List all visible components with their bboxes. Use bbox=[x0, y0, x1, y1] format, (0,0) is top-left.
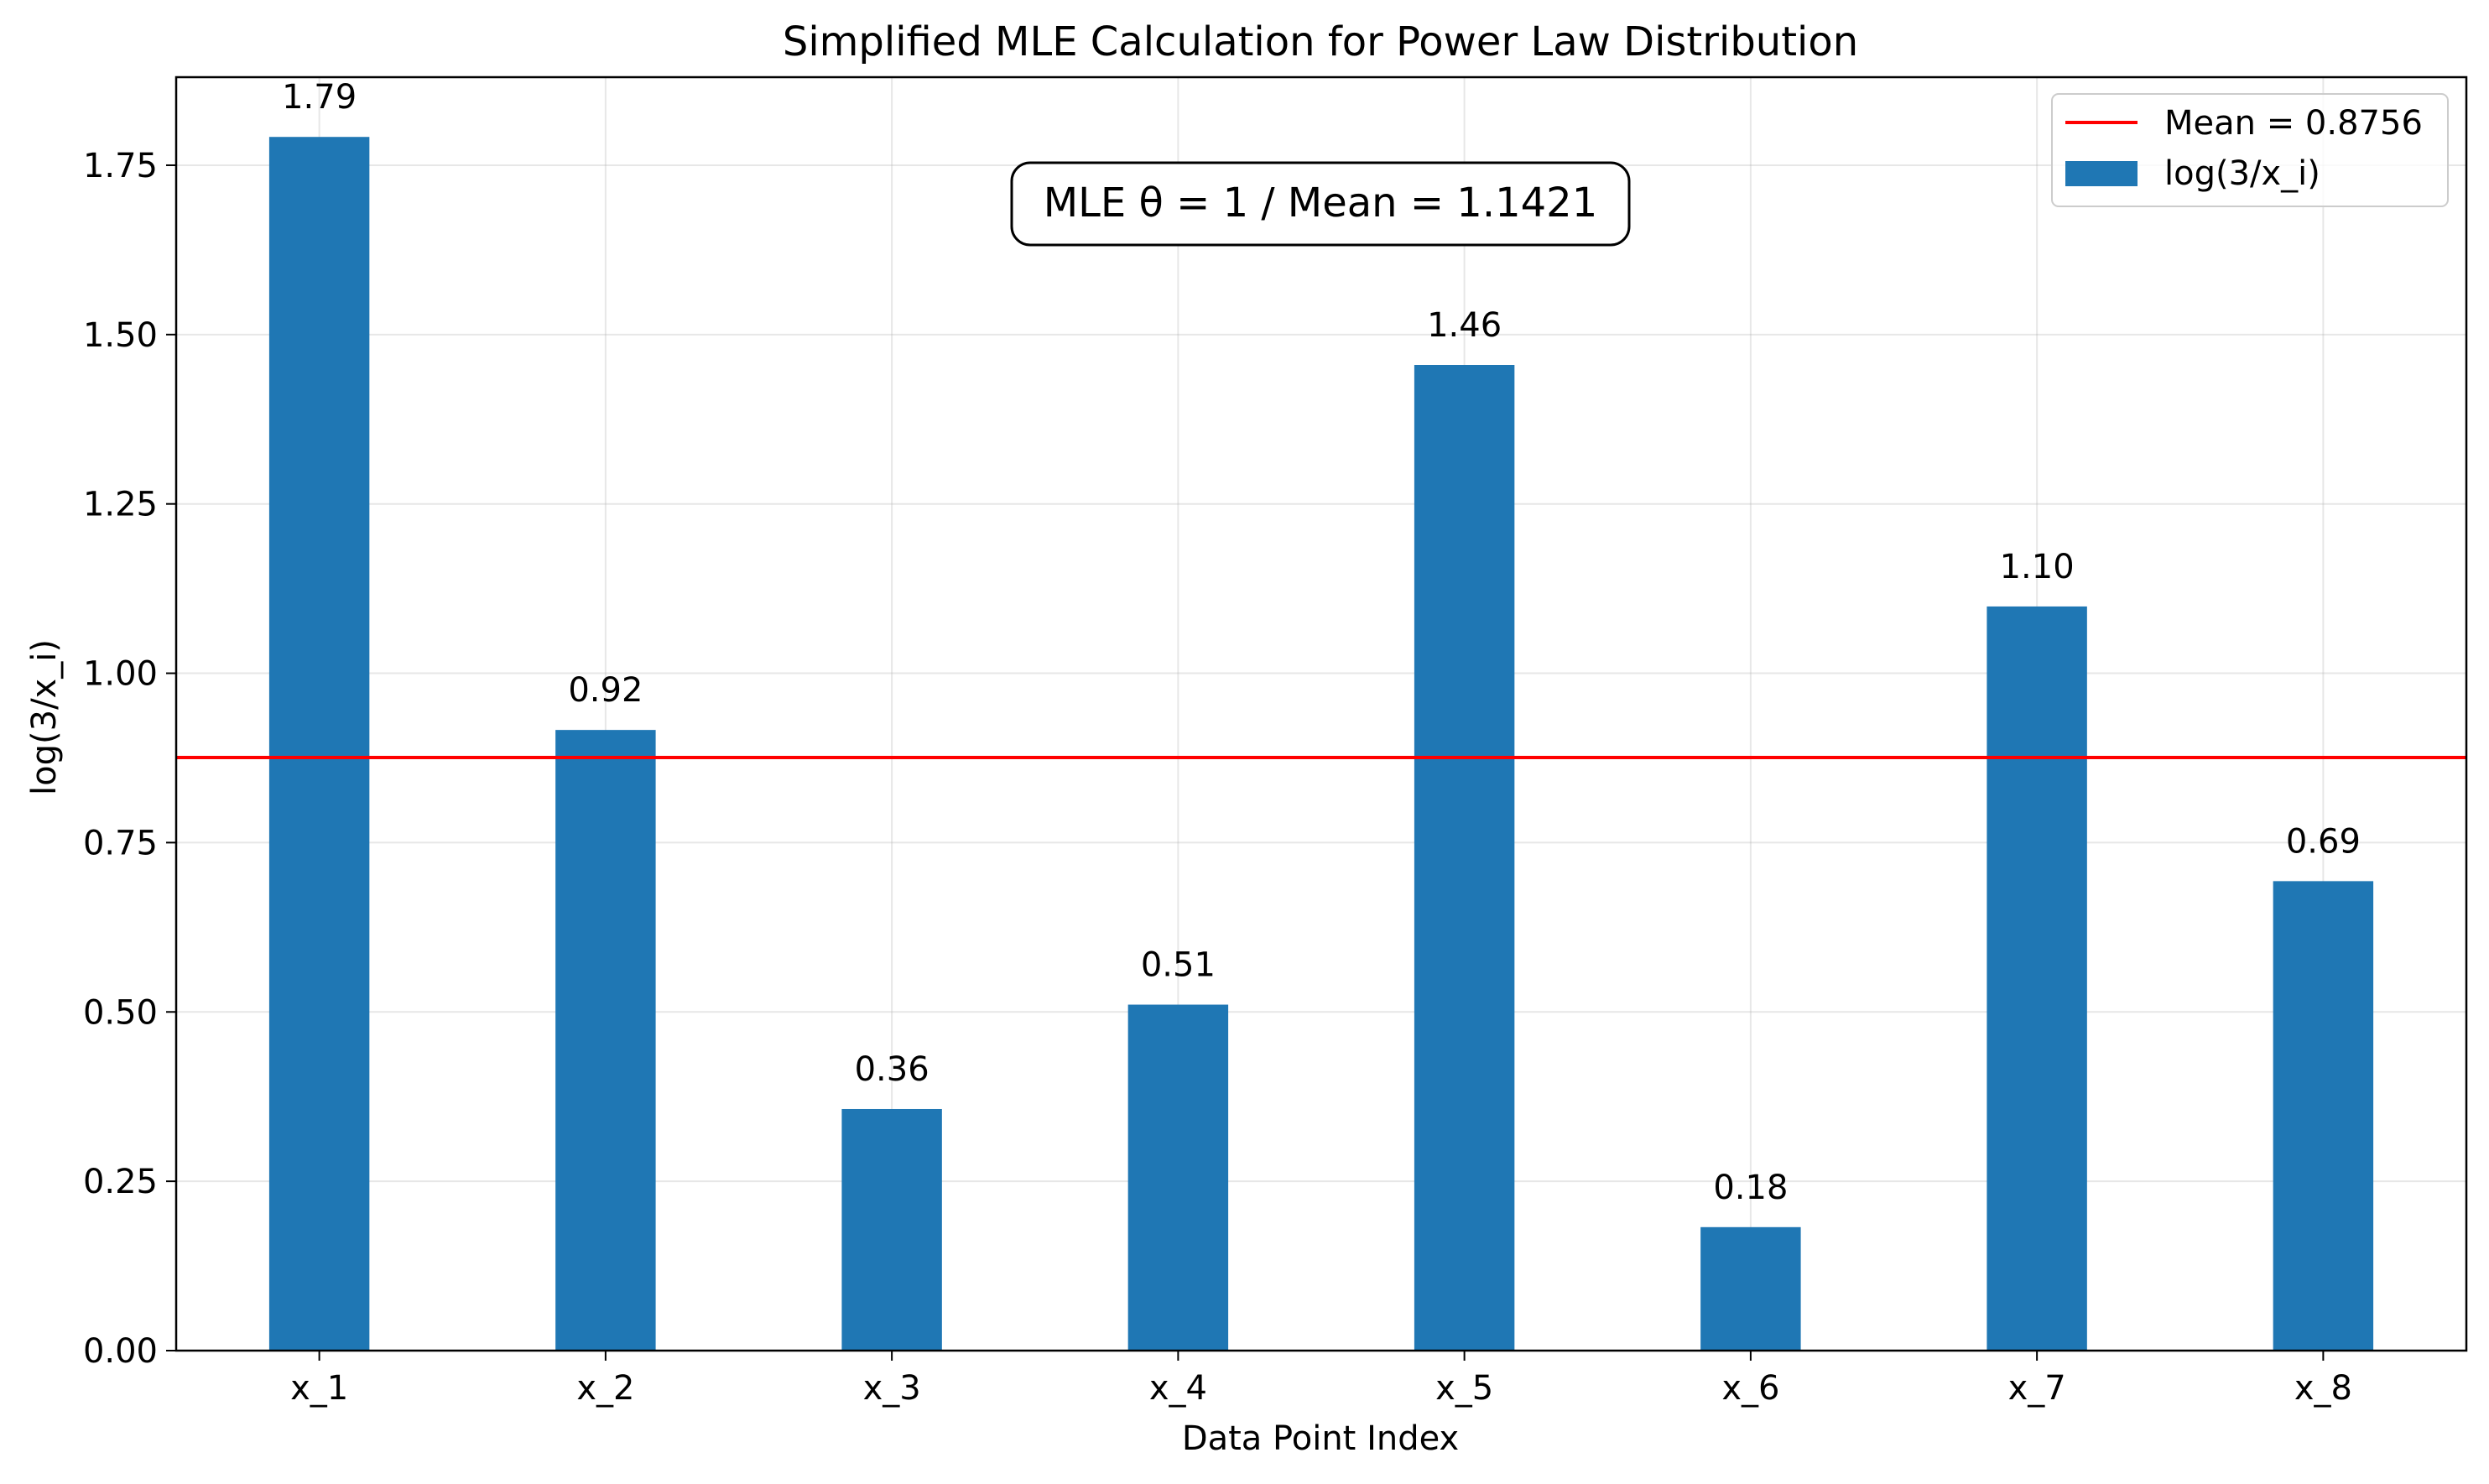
y-tick-label: 1.25 bbox=[83, 486, 158, 524]
bar bbox=[841, 1108, 942, 1351]
y-tick-label: 1.50 bbox=[83, 316, 158, 355]
y-tick-label: 0.00 bbox=[83, 1332, 158, 1371]
data-label: 1.46 bbox=[1427, 306, 1502, 345]
legend: Mean = 0.8756 log(3/x_i) bbox=[2051, 93, 2449, 207]
y-tick-label: 1.00 bbox=[83, 655, 158, 694]
legend-bar-swatch bbox=[2065, 161, 2138, 186]
data-label: 0.36 bbox=[855, 1050, 929, 1089]
x-tick-label: x_7 bbox=[2008, 1369, 2066, 1408]
y-tick-label: 0.75 bbox=[83, 824, 158, 862]
legend-label-series: log(3/x_i) bbox=[2164, 154, 2320, 193]
annotation-text: MLE θ = 1 / Mean = 1.1421 bbox=[1044, 180, 1598, 227]
x-tick-label: x_3 bbox=[863, 1369, 921, 1408]
data-label: 1.79 bbox=[282, 78, 357, 117]
annotation-box bbox=[1010, 161, 1631, 247]
x-tick-label: x_2 bbox=[576, 1369, 634, 1408]
grid-layer bbox=[176, 77, 2466, 1351]
annotation-layer: MLE θ = 1 / Mean = 1.1421 bbox=[1010, 161, 1631, 247]
x-tick-label: x_8 bbox=[2294, 1369, 2352, 1408]
bars-layer bbox=[268, 137, 2374, 1351]
y-tick-label: 0.25 bbox=[83, 1163, 158, 1201]
x-tick-label: x_4 bbox=[1149, 1369, 1207, 1408]
y-tick-label: 1.75 bbox=[83, 147, 158, 185]
bar bbox=[555, 730, 656, 1351]
x-tick-label: x_6 bbox=[1721, 1369, 1779, 1408]
data-label: 0.92 bbox=[568, 671, 643, 710]
x-tick-label: x_5 bbox=[1435, 1369, 1493, 1408]
bar bbox=[1987, 606, 2087, 1351]
bar bbox=[2273, 881, 2374, 1351]
bar bbox=[1414, 365, 1515, 1351]
bar bbox=[268, 137, 370, 1351]
data-label: 1.10 bbox=[2000, 548, 2075, 586]
data-label: 0.51 bbox=[1141, 946, 1216, 985]
data-label: 0.69 bbox=[2286, 822, 2361, 861]
legend-label-mean: Mean = 0.8756 bbox=[2164, 104, 2423, 143]
bar bbox=[1127, 1004, 1229, 1351]
x-axis-label: Data Point Index bbox=[1182, 1419, 1459, 1458]
x-tick-label: x_1 bbox=[290, 1369, 348, 1408]
legend-box bbox=[2051, 93, 2449, 207]
data-label: 0.18 bbox=[1713, 1169, 1788, 1207]
y-tick-label: 0.50 bbox=[83, 993, 158, 1032]
axes-layer: 0.00 0.25 0.50 0.75 1.00 1.25 1.50 1.75 x_1 x_2 x_… bbox=[83, 76, 2468, 1408]
data-labels-layer: 1.79 0.92 0.36 0.51 1.46 0.18 1.10 0.69 bbox=[282, 78, 2361, 1207]
y-axis-label: log(3/x_i) bbox=[25, 639, 64, 795]
chart-title: Simplified MLE Calculation for Power Law… bbox=[783, 18, 1858, 65]
plot-frame bbox=[174, 76, 2468, 1352]
bar bbox=[1700, 1226, 1801, 1351]
